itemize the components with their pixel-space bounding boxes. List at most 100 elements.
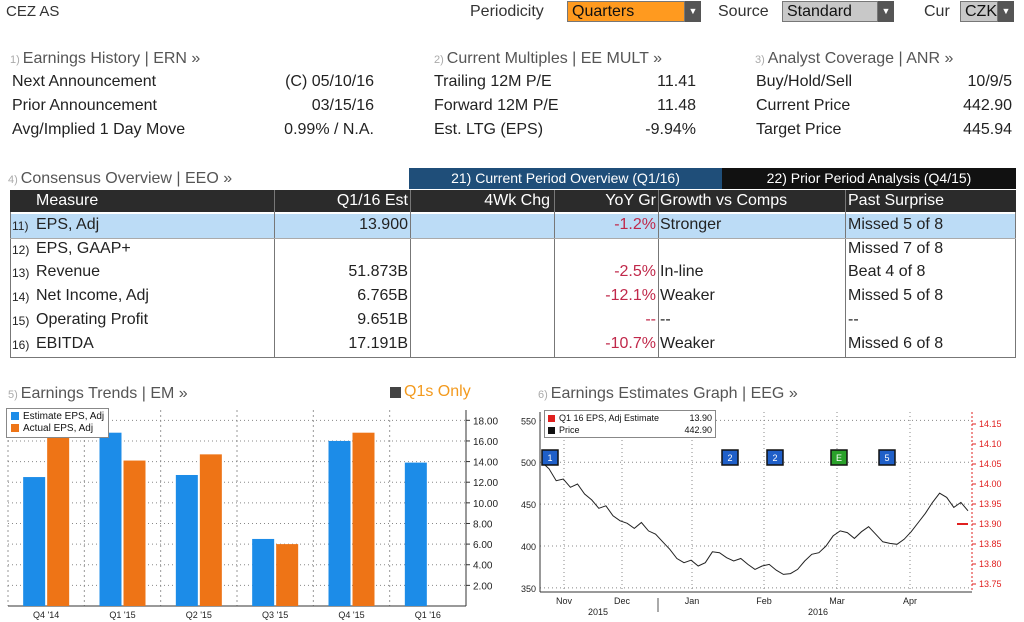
y-right-tick-label: 13.80 (979, 559, 1002, 569)
bar-estimate (404, 462, 427, 606)
event-marker-label: 5 (884, 453, 889, 463)
x-tick-label: Jan (685, 596, 700, 606)
col-growth[interactable]: Growth vs Comps (660, 192, 788, 209)
y-tick-label: 10.00 (473, 499, 498, 510)
y-tick-label: 14.00 (473, 458, 498, 469)
row-number: 12) (12, 242, 30, 257)
row-growth: In-line (660, 263, 704, 281)
row-yoy: -10.7% (605, 334, 656, 352)
next-announcement-label: Next Announcement (12, 73, 157, 90)
event-marker (541, 449, 559, 466)
row-yoy: -- (645, 310, 656, 328)
table-header (10, 190, 1016, 212)
event-marker-label: E (836, 453, 842, 463)
q1s-only-checkbox[interactable] (390, 387, 401, 398)
y-tick-label: 18.00 (473, 416, 498, 427)
row-growth: Stronger (660, 216, 722, 233)
price-legend-label: Price (559, 425, 580, 435)
x-tick-label: Q1 '15 (109, 610, 135, 620)
target-price-value: 445.94 (963, 121, 1012, 138)
source-label: Source (718, 3, 769, 20)
ticker-label: CEZ AS (6, 3, 60, 20)
y-tick-label: 12.00 (473, 478, 498, 489)
source-chevron-down-icon[interactable]: ▼ (878, 1, 894, 22)
row-surprise: Missed 7 of 8 (848, 239, 944, 257)
target-price-label: Target Price (756, 121, 842, 138)
x-tick-label: Nov (556, 596, 573, 606)
col-surprise[interactable]: Past Surprise (848, 192, 945, 209)
current-multiples-link[interactable]: 2) Current Multiples | EE MULT » (434, 50, 662, 67)
event-marker (766, 449, 784, 466)
col-measure[interactable]: Measure (36, 192, 99, 209)
grid-line (10, 238, 1016, 239)
col-yoy[interactable]: YoY Gr (605, 192, 656, 209)
price-legend-value: 442.90 (684, 425, 712, 435)
y-left-tick-label: 550 (521, 416, 536, 426)
bar-estimate (23, 477, 46, 606)
row-measure: Net Income, Adj (36, 287, 149, 305)
actual-swatch (11, 424, 19, 433)
x-tick-label: Q4 '15 (338, 610, 364, 620)
buy-hold-sell-value: 10/9/5 (967, 73, 1012, 90)
est-ltg-label: Est. LTG (EPS) (434, 121, 544, 138)
estimate-swatch (548, 415, 555, 423)
y-left-tick-label: 500 (521, 458, 536, 468)
forward-pe-value: 11.48 (657, 97, 696, 114)
bar-estimate (252, 538, 275, 606)
event-marker-label: 2 (772, 453, 777, 463)
bar-actual (199, 454, 222, 606)
x-tick-label: Apr (903, 596, 917, 606)
row-est: 51.873B (348, 263, 408, 281)
y-right-tick-label: 13.95 (979, 499, 1002, 509)
grid-line (554, 190, 555, 358)
row-measure: Operating Profit (36, 310, 149, 328)
consensus-overview-link[interactable]: 4) Consensus Overview | EEO » (8, 170, 233, 187)
prior-announcement-label: Prior Announcement (12, 97, 157, 114)
row-est: 17.191B (348, 334, 408, 352)
y-right-tick-label: 13.85 (979, 539, 1002, 549)
x-tick-label: Dec (614, 596, 631, 606)
x-tick-label: Mar (829, 596, 845, 606)
y-left-tick-label: 400 (521, 542, 536, 552)
grid-line (410, 190, 411, 358)
y-right-tick-label: 13.75 (979, 579, 1002, 589)
prior-announcement-value: 03/15/16 (311, 97, 374, 114)
periodicity-dropdown[interactable]: Quarters (567, 1, 685, 22)
periodicity-label: Periodicity (470, 3, 544, 20)
col-est[interactable]: Q1/16 Est (336, 192, 408, 209)
event-marker (721, 449, 739, 466)
buy-hold-sell-label: Buy/Hold/Sell (756, 73, 853, 90)
y-right-tick-label: 14.00 (979, 479, 1002, 489)
actual-legend-label: Actual EPS, Adj (23, 423, 94, 434)
row-measure: EPS, GAAP+ (36, 239, 131, 257)
estimate-legend-label: Q1 16 EPS, Adj Estimate (559, 413, 660, 423)
q1s-only-label[interactable]: Q1s Only (404, 383, 471, 400)
bar-estimate (99, 432, 122, 606)
current-price-value: 442.90 (963, 97, 1012, 114)
currency-dropdown[interactable]: CZK (960, 1, 998, 22)
tab-prior-period[interactable]: 22) Prior Period Analysis (Q4/15) (722, 168, 1016, 189)
y-right-tick-label: 14.10 (979, 439, 1002, 449)
source-dropdown[interactable]: Standard (782, 1, 878, 22)
periodicity-chevron-down-icon[interactable]: ▼ (685, 1, 701, 22)
x-tick-label: Q4 '14 (33, 610, 59, 620)
event-marker-label: 2 (727, 453, 732, 463)
y-tick-label: 16.00 (473, 437, 498, 448)
estimate-swatch (11, 412, 19, 421)
estimates-graph-link[interactable]: 6) Earnings Estimates Graph | EEG » (538, 385, 798, 402)
tab-current-period[interactable]: 21) Current Period Overview (Q1/16) (409, 168, 722, 189)
col-4wk-chg[interactable]: 4Wk Chg (484, 192, 550, 209)
row-yoy: -12.1% (605, 287, 656, 305)
y-right-tick-label: 14.15 (979, 419, 1002, 429)
price-line (541, 461, 969, 575)
y-left-tick-label: 450 (521, 500, 536, 510)
x-tick-label: Feb (756, 596, 772, 606)
earnings-trends-chart: 2.00 4.00 6.00 8.00 10.00 12.00 14.00 16.00 18.0… (7, 410, 498, 620)
selected-row-highlight (10, 214, 1016, 238)
currency-chevron-down-icon[interactable]: ▼ (998, 1, 1014, 22)
x-tick-label: Q3 '15 (262, 610, 288, 620)
grid-line (658, 190, 659, 358)
analyst-coverage-link[interactable]: 3) Analyst Coverage | ANR » (755, 50, 954, 67)
earnings-history-link[interactable]: 1) Earnings History | ERN » (10, 50, 201, 67)
earnings-trends-link[interactable]: 5) Earnings Trends | EM » (8, 385, 188, 402)
